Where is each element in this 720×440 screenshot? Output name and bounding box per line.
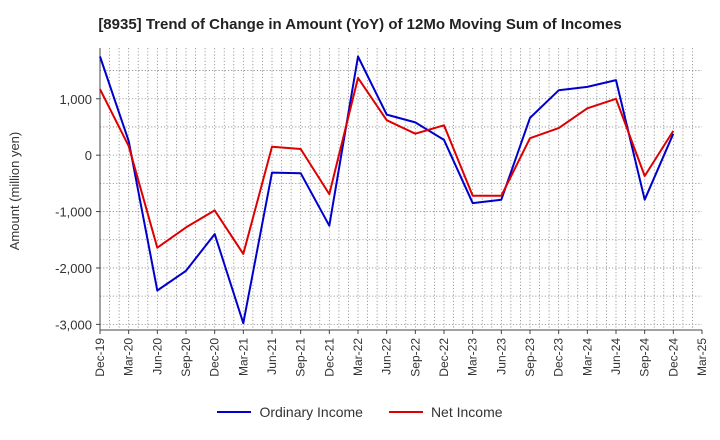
legend-label-ordinary-income: Ordinary Income (259, 404, 363, 420)
legend-swatch-ordinary-income (217, 411, 252, 413)
y-tick-label: 1,000 (59, 92, 92, 107)
x-tick-label: Mar-24 (580, 338, 594, 376)
legend-swatch-net-income (388, 411, 423, 413)
x-tick-label: Mar-20 (122, 338, 136, 376)
x-tick-label: Sep-24 (638, 338, 652, 377)
chart-title: [8935] Trend of Change in Amount (YoY) o… (98, 16, 622, 33)
x-tick-label: Jun-24 (609, 338, 623, 375)
y-tick-label: -1,000 (55, 205, 92, 220)
x-tick-label: Dec-23 (552, 338, 566, 377)
x-tick-label: Dec-19 (93, 338, 107, 377)
x-tick-label: Jun-23 (494, 338, 508, 375)
x-tick-label: Jun-21 (265, 338, 279, 375)
legend: Ordinary Income Net Income (0, 404, 720, 420)
x-tick-label: Sep-21 (294, 338, 308, 377)
x-tick-label: Mar-23 (466, 338, 480, 376)
x-tick-label: Sep-22 (408, 338, 422, 377)
y-tick-label: 0 (85, 148, 92, 163)
x-tick-label: Mar-22 (351, 338, 365, 376)
x-tick-label: Jun-20 (150, 338, 164, 375)
x-tick-label: Dec-24 (666, 338, 680, 377)
grid-lines (100, 48, 702, 330)
x-tick-label: Mar-21 (236, 338, 250, 376)
x-tick-label: Jun-22 (380, 338, 394, 375)
legend-item-net-income: Net Income (388, 404, 503, 420)
axes (99, 48, 702, 331)
legend-label-net-income: Net Income (430, 404, 503, 420)
y-tick-label: -3,000 (55, 317, 92, 332)
series-lines (99, 55, 675, 325)
legend-item-ordinary-income: Ordinary Income (217, 404, 363, 420)
x-tick-label: Dec-21 (322, 338, 336, 377)
x-tick-label: Mar-25 (695, 338, 709, 376)
series-line-ordinary-income (99, 55, 675, 325)
x-tick-label: Dec-20 (208, 338, 222, 377)
x-tick-label: Sep-23 (523, 338, 537, 377)
y-axis-label: Amount (million yen) (7, 132, 22, 251)
x-tick-labels: Dec-19 Mar-20 Jun-20 Sep-20 Dec-20 Mar-21 Jun-… (93, 330, 709, 377)
series-line-net-income (99, 76, 675, 255)
x-tick-label: Dec-22 (437, 338, 451, 377)
y-tick-labels: -3,000 -2,000 -1,000 0 1,000 (55, 92, 100, 332)
x-tick-label: Sep-20 (179, 338, 193, 377)
y-tick-label: -2,000 (55, 261, 92, 276)
